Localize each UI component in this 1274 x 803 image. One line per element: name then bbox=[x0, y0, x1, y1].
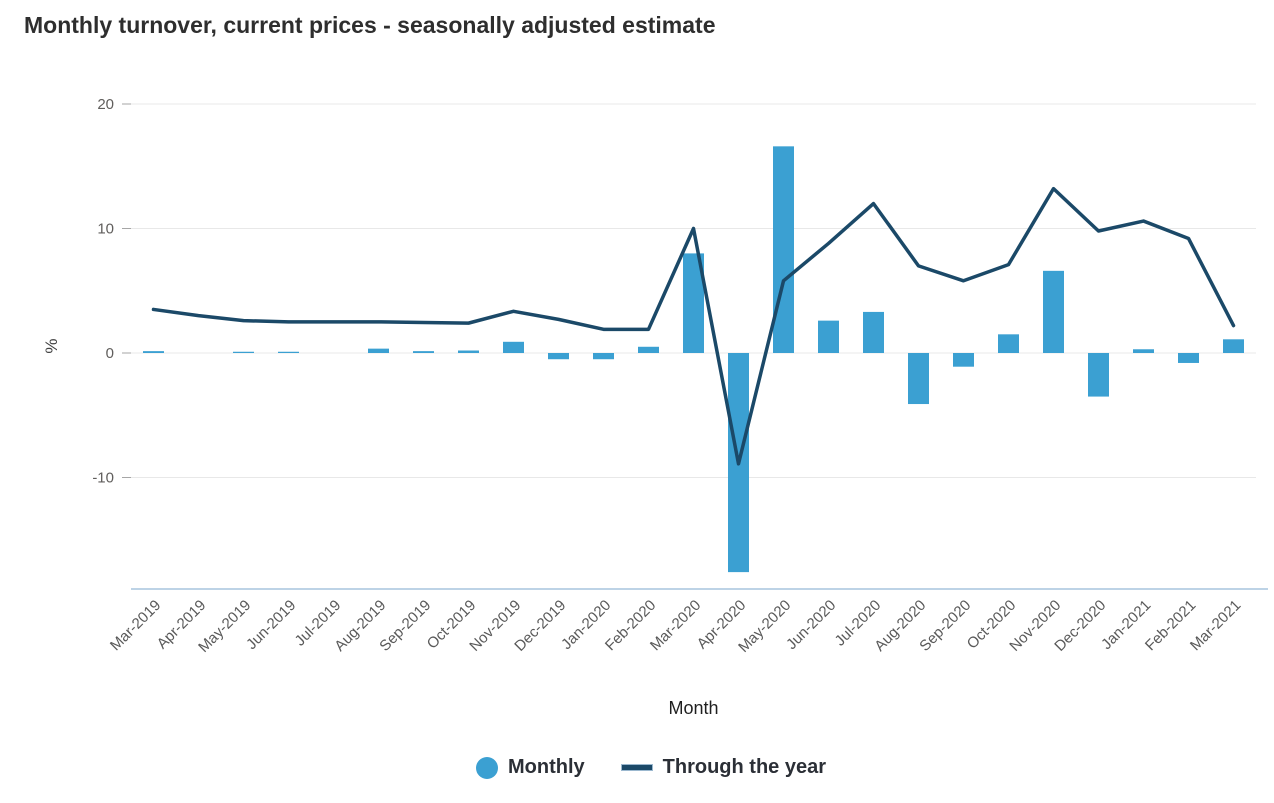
y-tick-label-10: 10 bbox=[97, 221, 114, 238]
legend-label-monthly: Monthly bbox=[507, 756, 585, 778]
bar-Sep-2020[interactable] bbox=[953, 353, 974, 367]
bar-May-2019[interactable] bbox=[233, 351, 254, 353]
bar-Mar-2021[interactable] bbox=[1223, 339, 1244, 353]
bar-Aug-2019[interactable] bbox=[368, 348, 389, 353]
legend: Monthly Through the year bbox=[14, 756, 1274, 779]
legend-item-through-the-year[interactable]: Through the year bbox=[620, 756, 826, 779]
bar-Sep-2019[interactable] bbox=[413, 351, 434, 353]
chart-title: Monthly turnover, current prices - seaso… bbox=[24, 12, 716, 38]
line-series-marker-icon bbox=[620, 764, 653, 771]
bar-Jun-2020[interactable] bbox=[818, 320, 839, 353]
bar-Nov-2019[interactable] bbox=[503, 341, 524, 353]
bar-Feb-2021[interactable] bbox=[1178, 353, 1199, 363]
through-the-year-line[interactable] bbox=[151, 186, 1236, 466]
y-tick-label-0: 0 bbox=[106, 345, 114, 362]
bar-Dec-2020[interactable] bbox=[1088, 353, 1109, 397]
bar-Aug-2020[interactable] bbox=[908, 353, 929, 405]
x-tick-label-Mar-2019: Mar-2019 bbox=[107, 597, 164, 654]
y-tick-label-20: 20 bbox=[97, 96, 114, 113]
x-axis-title: Month bbox=[668, 698, 719, 718]
bar-Jul-2020[interactable] bbox=[863, 311, 884, 353]
y-tick-label--10: -10 bbox=[92, 470, 114, 487]
bar-Jun-2019[interactable] bbox=[278, 351, 299, 353]
x-tick-label-Jun-2020: Jun-2020 bbox=[783, 597, 839, 653]
bar-Mar-2020[interactable] bbox=[683, 253, 704, 353]
legend-label-through-the-year: Through the year bbox=[662, 756, 826, 778]
bar-Jan-2021[interactable] bbox=[1133, 349, 1154, 353]
bar-Oct-2019[interactable] bbox=[458, 350, 479, 353]
bar-Dec-2019[interactable] bbox=[548, 353, 569, 360]
bar-Nov-2020[interactable] bbox=[1043, 270, 1064, 353]
bar-May-2020[interactable] bbox=[773, 146, 794, 353]
chart-plot: 20100-10Mar-2019Apr-2019May-2019Jun-2019… bbox=[42, 96, 1268, 656]
monthly-series-marker-icon bbox=[475, 756, 498, 779]
legend-item-monthly[interactable]: Monthly bbox=[475, 756, 585, 779]
bar-Jan-2020[interactable] bbox=[593, 353, 614, 360]
y-axis-title: % bbox=[42, 338, 61, 353]
x-tick-label-Jun-2019: Jun-2019 bbox=[243, 597, 299, 653]
bar-Feb-2020[interactable] bbox=[638, 346, 659, 353]
bar-Oct-2020[interactable] bbox=[998, 334, 1019, 353]
bar-Mar-2019[interactable] bbox=[143, 351, 164, 353]
